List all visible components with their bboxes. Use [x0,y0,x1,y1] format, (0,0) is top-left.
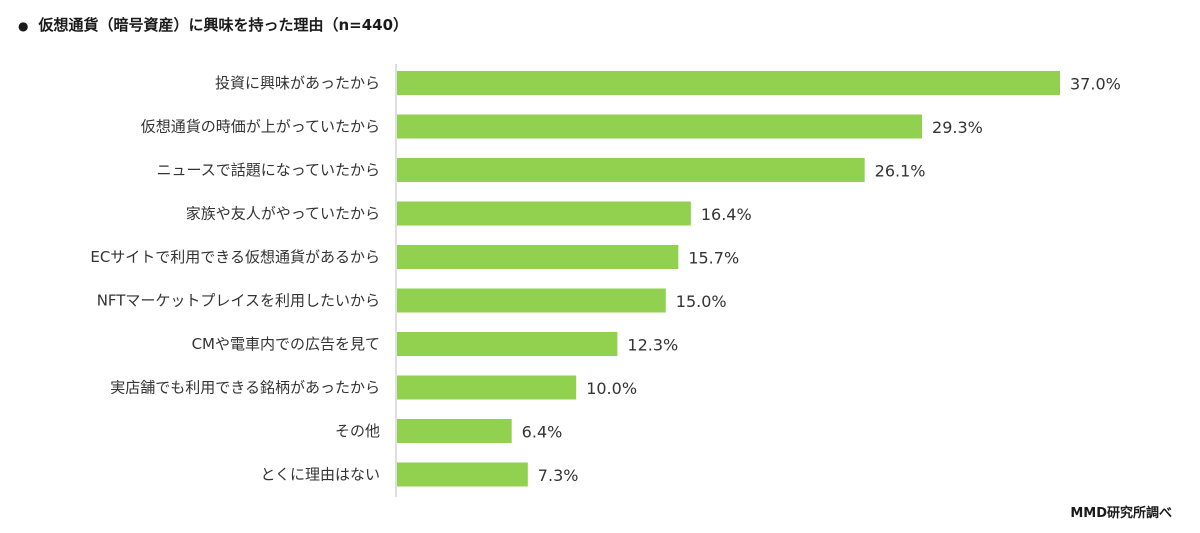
title-bullet-icon: ● [18,19,29,33]
value-label: 10.0% [586,379,637,398]
category-label: CMや電車内での広告を見て [192,335,380,353]
value-label: 29.3% [932,118,983,137]
value-label: 7.3% [538,466,579,485]
bar [397,158,865,182]
bar [397,288,666,313]
value-label: 26.1% [875,162,926,181]
source-credit: MMD研究所調べ [1070,506,1172,521]
bar [397,245,679,269]
category-label: ニュースで話題になっていたから [156,161,380,179]
category-label: 投資に興味があったから [215,74,380,92]
value-label: 6.4% [522,423,563,442]
category-label: その他 [335,422,380,440]
value-label: 12.3% [627,336,678,355]
category-label: とくに理由はない [260,466,380,484]
bar [397,71,1060,95]
value-label: 16.4% [701,205,752,224]
value-label: 15.7% [688,249,739,268]
category-label: 仮想通貨の時価が上がっていたから [141,118,380,136]
value-label: 37.0% [1070,75,1121,94]
chart-title: ● 仮想通貨（暗号資産）に興味を持った理由（n=440） [18,14,408,35]
bar [397,375,577,400]
bar [397,419,512,443]
chart-title-text: 仮想通貨（暗号資産）に興味を持った理由（n=440） [38,16,409,34]
value-label: 15.0% [676,292,727,311]
bar [397,114,923,139]
category-label: ECサイトで利用できる仮想通貨があるから [90,248,380,266]
bar [397,201,691,226]
category-label: NFTマーケットプレイスを利用したいから [97,292,380,310]
bar [397,462,528,487]
bar [397,332,618,356]
category-label: 家族や友人がやっていたから [186,205,380,223]
category-label: 実店舗でも利用できる銘柄があったから [110,379,380,397]
